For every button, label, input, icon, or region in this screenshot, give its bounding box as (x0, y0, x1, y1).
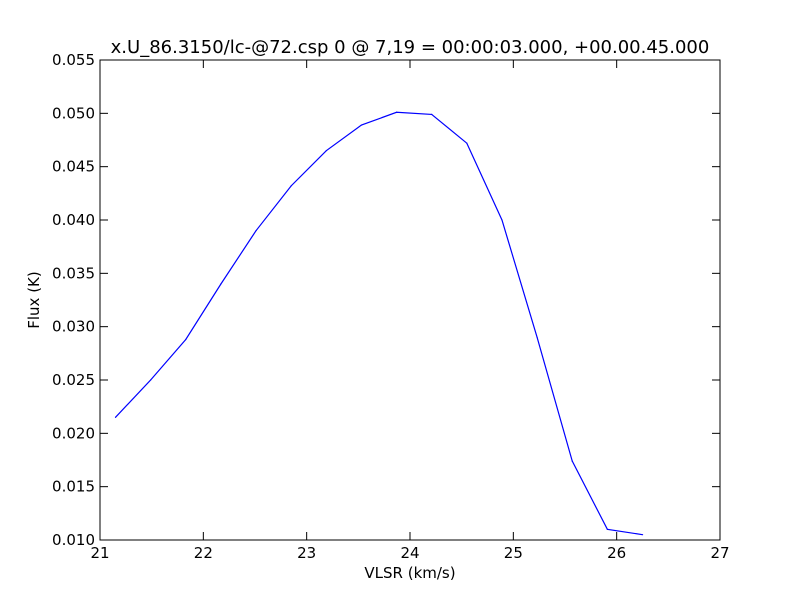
data-point (466, 142, 468, 144)
y-tick-label: 0.050 (52, 104, 95, 122)
data-point (606, 528, 608, 530)
plot-area (100, 60, 720, 540)
x-tick-label: 23 (297, 544, 316, 562)
data-point (220, 283, 222, 285)
data-point (150, 379, 152, 381)
y-tick-label: 0.040 (52, 211, 95, 229)
data-point (536, 336, 538, 338)
data-point (431, 113, 433, 115)
x-tick-label: 21 (90, 544, 109, 562)
y-tick-label: 0.025 (52, 371, 95, 389)
data-point (290, 185, 292, 187)
x-tick-label: 27 (710, 544, 729, 562)
data-point (114, 416, 117, 418)
y-tick-label: 0.035 (52, 264, 95, 282)
y-tick-label: 0.020 (52, 424, 95, 442)
y-tick-label: 0.015 (52, 478, 95, 496)
data-series (114, 111, 644, 536)
data-point (185, 338, 187, 341)
data-point (255, 230, 257, 232)
data-point (641, 534, 644, 536)
x-axis-label: VLSR (km/s) (364, 564, 455, 582)
data-point (325, 150, 327, 152)
data-point (501, 219, 503, 221)
y-tick-label: 0.045 (52, 158, 95, 176)
y-tick-label: 0.055 (52, 51, 95, 69)
y-tick-label: 0.010 (52, 531, 95, 549)
data-point (360, 124, 363, 126)
series-line (115, 111, 643, 536)
x-tick-label: 24 (400, 544, 419, 562)
plot-frame (99, 59, 721, 541)
x-tick-label: 25 (504, 544, 523, 562)
y-axis-label: Flux (K) (25, 271, 43, 329)
chart-title: x.U_86.3150/lc-@72.csp 0 @ 7,19 = 00:00:… (111, 37, 710, 58)
data-point (571, 460, 573, 462)
x-tick-label: 26 (607, 544, 626, 562)
x-tick-label: 22 (194, 544, 213, 562)
y-tick-label: 0.030 (52, 318, 95, 336)
axis-ticks: 21 22 23 24 25 26 27 0.010 0.015 0.020 0.025 0.030 0… (52, 51, 730, 562)
data-point (395, 111, 398, 113)
